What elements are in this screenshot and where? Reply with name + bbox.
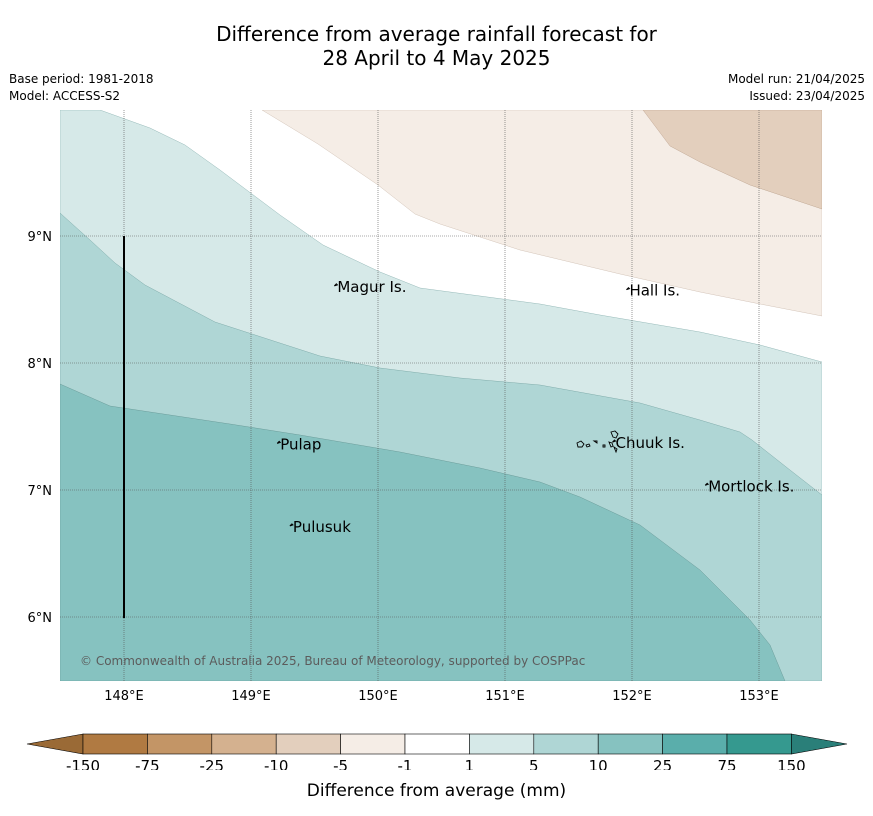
colorbar-segment xyxy=(726,733,792,755)
issued-date: Issued: 23/04/2025 xyxy=(749,89,865,103)
map-title: Difference from average rainfall forecas… xyxy=(0,22,873,70)
place-label: Pulap xyxy=(280,435,321,453)
colorbar-segment xyxy=(469,733,535,755)
region-10-to-25 xyxy=(60,383,786,681)
place-label: Hall Is. xyxy=(629,282,680,300)
lon-tick-label: 148°E xyxy=(104,689,144,704)
model-name: Model: ACCESS-S2 xyxy=(9,89,121,103)
colorbar-segment xyxy=(533,733,599,755)
place-marker xyxy=(334,283,339,287)
lon-tick-label: 150°E xyxy=(358,689,398,704)
meta-left: Base period: 1981-2018 Model: ACCESS-S2 xyxy=(9,71,154,105)
place-marker xyxy=(612,439,617,443)
colorbar-tick-label: 25 xyxy=(653,757,672,770)
axis-ticks: 148°E 149°E 150°E 151°E 152°E 153°E 6°N 7°N 8°N 9… xyxy=(28,230,779,704)
lon-tick-label: 153°E xyxy=(739,689,779,704)
lon-tick-label: 152°E xyxy=(612,689,652,704)
colorbar-tick-label: 10 xyxy=(589,757,608,770)
lat-tick-label: 7°N xyxy=(28,484,53,499)
colorbar-segment xyxy=(662,733,728,755)
graticule xyxy=(60,110,822,681)
colorbar-tick-label: -5 xyxy=(333,757,348,770)
place-label: Pulusuk xyxy=(293,518,351,536)
place-marker xyxy=(276,440,282,444)
colorbar-tick-label: 5 xyxy=(529,757,539,770)
colorbar-segment xyxy=(597,733,663,755)
title-line-1: Difference from average rainfall forecas… xyxy=(216,22,657,46)
place-label: Magur Is. xyxy=(337,278,406,296)
lon-tick-label: 149°E xyxy=(231,689,271,704)
colorbar: -150 -75 -25 -10 -5 -1 1 5 10 25 75 150 xyxy=(26,733,848,770)
place-marker xyxy=(626,286,631,291)
colorbar-tick-label: -1 xyxy=(398,757,413,770)
place-label: Mortlock Is. xyxy=(708,477,794,495)
copyright-notice: © Commonwealth of Australia 2025, Bureau… xyxy=(80,654,585,668)
colorbar-segment xyxy=(211,733,277,755)
colorbar-tick-label: -75 xyxy=(135,757,160,770)
colorbar-segment xyxy=(147,733,213,755)
lon-tick-label: 151°E xyxy=(485,689,525,704)
colorbar-tick-label: 1 xyxy=(465,757,475,770)
colorbar-tick-label: -150 xyxy=(66,757,100,770)
colorbar-over-arrow xyxy=(791,733,848,755)
colorbar-segment xyxy=(82,733,148,755)
colorbar-tick-label: 150 xyxy=(777,757,806,770)
colorbar-segment xyxy=(275,733,341,755)
place-label: Chuuk Is. xyxy=(615,434,684,452)
map-figure: Magur Is. Hall Is. Pulap Chuuk Is. Mortlock … xyxy=(26,110,848,770)
colorbar-under-arrow xyxy=(26,733,84,755)
region-minus10-to-minus5 xyxy=(642,110,822,210)
place-marker xyxy=(704,482,710,486)
lat-tick-label: 6°N xyxy=(28,611,53,626)
chuuk-islands-outline xyxy=(576,430,619,454)
title-line-2: 28 April to 4 May 2025 xyxy=(322,46,551,70)
meta-right: Model run: 21/04/2025 Issued: 23/04/2025 xyxy=(728,71,865,105)
colorbar-title: Difference from average (mm) xyxy=(306,781,567,801)
lat-tick-label: 8°N xyxy=(28,357,53,372)
colorbar-tick-label: -25 xyxy=(200,757,225,770)
place-marker xyxy=(289,523,294,527)
forecast-map xyxy=(60,110,822,681)
colorbar-segment xyxy=(404,733,470,755)
colorbar-segment xyxy=(340,733,406,755)
colorbar-tick-label: 75 xyxy=(717,757,736,770)
lat-tick-label: 9°N xyxy=(28,230,53,245)
model-run: Model run: 21/04/2025 xyxy=(727,72,865,86)
colorbar-tick-label: -10 xyxy=(264,757,289,770)
place-labels: Magur Is. Hall Is. Pulap Chuuk Is. Mortlock … xyxy=(276,278,794,536)
region-minus5-to-minus1 xyxy=(261,110,822,317)
base-period: Base period: 1981-2018 xyxy=(9,72,154,86)
